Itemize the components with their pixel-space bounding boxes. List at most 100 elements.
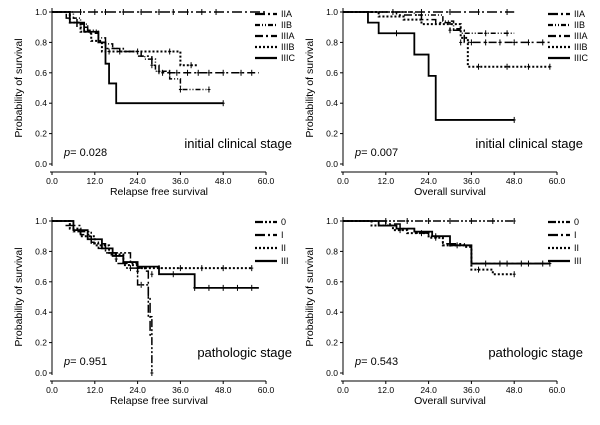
legend-label: II xyxy=(281,243,286,253)
km-panel-1: 0.0 0.2 0.4 0.6 0.8 1.0 0.0 12.0 24.0 36.0 48.0 60.… xyxy=(13,7,296,198)
legend-label: IIA xyxy=(574,9,585,19)
x-tick-label: 24.0 xyxy=(129,176,146,186)
p-value-number: = 0.028 xyxy=(70,147,107,159)
y-tick-label: 0.8 xyxy=(35,246,47,256)
stage-annotation: initial clinical stage xyxy=(184,136,292,151)
y-tick-label: 0.6 xyxy=(326,277,338,287)
p-value-label: p= 0.951 xyxy=(63,356,107,368)
x-tick-label: 48.0 xyxy=(215,385,232,395)
legend-label: IIIC xyxy=(281,53,296,63)
km-curve-IIB xyxy=(343,11,515,35)
p-value-label: p= 0.007 xyxy=(354,147,398,159)
x-axis-title: Relapse free survival xyxy=(110,186,208,198)
x-tick-label: 0.0 xyxy=(337,176,349,186)
km-curve-III xyxy=(343,220,550,265)
x-tick-label: 12.0 xyxy=(87,385,104,395)
x-axis-title: Overall survival xyxy=(414,186,486,198)
p-value-number: = 0.951 xyxy=(70,356,107,368)
legend-label: IIIA xyxy=(574,31,588,41)
p-value-label: p= 0.543 xyxy=(354,356,398,368)
p-value-symbol: p xyxy=(354,147,361,159)
legend-label: IIIB xyxy=(574,42,588,52)
x-tick-label: 24.0 xyxy=(420,385,437,395)
legend-label: IIIB xyxy=(281,42,295,52)
y-axis-title: Probability of survival xyxy=(304,247,316,346)
y-tick-label: 0.4 xyxy=(326,98,338,108)
x-tick-label: 36.0 xyxy=(172,385,189,395)
p-value-symbol: p xyxy=(354,356,361,368)
y-tick-label: 0.2 xyxy=(326,129,338,139)
legend-label: 0 xyxy=(281,217,286,227)
p-value-symbol: p xyxy=(63,147,70,159)
y-tick-label: 1.0 xyxy=(35,216,47,226)
legend-label: III xyxy=(281,256,289,266)
y-tick-label: 0.0 xyxy=(326,159,338,169)
km-curve-I xyxy=(52,220,152,336)
y-tick-label: 0.0 xyxy=(326,368,338,378)
x-tick-label: 60.0 xyxy=(258,176,275,186)
legend-label: IIB xyxy=(574,20,585,30)
km-panel-4: 0.0 0.2 0.4 0.6 0.8 1.0 0.0 12.0 24.0 36.0 48.0 60.… xyxy=(304,216,583,407)
x-tick-label: 36.0 xyxy=(172,176,189,186)
km-panel-2: 0.0 0.2 0.4 0.6 0.8 1.0 0.0 12.0 24.0 36.0 48.0 60.… xyxy=(304,7,589,198)
x-tick-label: 0.0 xyxy=(46,385,58,395)
km-curve-I xyxy=(343,220,550,265)
x-axis-title: Overall survival xyxy=(414,395,486,407)
km-curve-IIIB xyxy=(343,11,550,68)
y-tick-label: 0.0 xyxy=(35,368,47,378)
x-tick-label: 0.0 xyxy=(46,176,58,186)
y-tick-label: 0.2 xyxy=(35,338,47,348)
x-axis-title: Relapse free survival xyxy=(110,395,208,407)
km-curve-0 xyxy=(52,220,153,373)
p-value-number: = 0.007 xyxy=(361,147,398,159)
stage-annotation: initial clinical stage xyxy=(475,136,583,151)
y-tick-label: 1.0 xyxy=(326,7,338,17)
y-axis-title: Probability of survival xyxy=(13,247,25,346)
km-curve-IIB xyxy=(52,11,209,91)
x-tick-label: 60.0 xyxy=(258,385,275,395)
legend-label: II xyxy=(574,243,579,253)
legend-label: IIA xyxy=(281,9,292,19)
y-tick-label: 0.2 xyxy=(326,338,338,348)
km-curve-IIIA xyxy=(343,11,550,44)
km-curve-II xyxy=(343,220,515,276)
p-value-number: = 0.543 xyxy=(361,356,398,368)
y-tick-label: 1.0 xyxy=(326,216,338,226)
stage-annotation: pathologic stage xyxy=(197,345,292,360)
p-value-label: p= 0.028 xyxy=(63,147,107,159)
x-tick-label: 36.0 xyxy=(463,176,480,186)
km-curve-IIIA xyxy=(52,11,259,74)
y-tick-label: 0.8 xyxy=(35,37,47,47)
km-curve-IIIC xyxy=(343,11,515,121)
y-axis-title: Probability of survival xyxy=(13,38,25,137)
km-curve-IIIC xyxy=(52,11,224,105)
x-tick-label: 12.0 xyxy=(378,176,395,186)
x-tick-label: 36.0 xyxy=(463,385,480,395)
x-tick-label: 60.0 xyxy=(549,385,566,395)
x-tick-label: 60.0 xyxy=(549,176,566,186)
y-tick-label: 0.0 xyxy=(35,159,47,169)
legend-label: I xyxy=(574,230,577,240)
y-tick-label: 0.6 xyxy=(35,277,47,287)
y-tick-label: 1.0 xyxy=(35,7,47,17)
x-tick-label: 12.0 xyxy=(87,176,104,186)
legend-label: I xyxy=(281,230,284,240)
y-tick-label: 0.2 xyxy=(35,129,47,139)
y-tick-label: 0.6 xyxy=(35,68,47,78)
km-curve-III xyxy=(52,220,259,289)
km-curve-IIIB xyxy=(52,11,199,67)
km-panel-3: 0.0 0.2 0.4 0.6 0.8 1.0 0.0 12.0 24.0 36.0 48.0 60.… xyxy=(13,216,292,407)
p-value-symbol: p xyxy=(63,356,70,368)
legend-label: 0 xyxy=(574,217,579,227)
legend-label: III xyxy=(574,256,582,266)
x-tick-label: 24.0 xyxy=(129,385,146,395)
y-tick-label: 0.6 xyxy=(326,68,338,78)
x-tick-label: 12.0 xyxy=(378,385,395,395)
x-tick-label: 48.0 xyxy=(215,176,232,186)
y-tick-label: 0.8 xyxy=(326,37,338,47)
